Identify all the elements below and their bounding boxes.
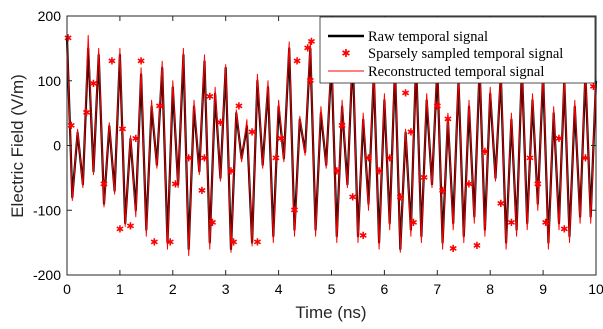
sample-point: ✱ bbox=[89, 79, 97, 90]
x-tick-label: 10 bbox=[588, 281, 603, 297]
x-tick-label: 2 bbox=[169, 281, 177, 297]
sample-point: ✱ bbox=[208, 218, 216, 229]
x-tick-label: 6 bbox=[381, 281, 389, 297]
x-tick-label: 9 bbox=[539, 281, 547, 297]
sample-point: ✱ bbox=[216, 118, 224, 129]
sample-point: ✱ bbox=[307, 37, 315, 48]
sample-point: ✱ bbox=[171, 179, 179, 190]
sample-point: ✱ bbox=[306, 76, 314, 87]
sample-point: ✱ bbox=[409, 218, 417, 229]
sample-point: ✱ bbox=[338, 121, 346, 132]
y-axis-title: Electric Field (V/m) bbox=[8, 74, 27, 218]
sample-point: ✱ bbox=[420, 173, 428, 184]
y-tick-label: -200 bbox=[33, 267, 61, 283]
sample-point: ✱ bbox=[473, 241, 481, 252]
sample-point: ✱ bbox=[118, 124, 126, 135]
sample-point: ✱ bbox=[304, 43, 312, 54]
sample-point: ✱ bbox=[116, 225, 124, 236]
sample-point: ✱ bbox=[333, 166, 341, 177]
sample-point: ✱ bbox=[349, 192, 357, 203]
sample-point: ✱ bbox=[375, 166, 383, 177]
legend-label-reconstructed: Reconstructed temporal signal bbox=[368, 64, 544, 80]
x-tick-label: 8 bbox=[486, 281, 494, 297]
sample-point: ✱ bbox=[542, 218, 550, 229]
sample-point: ✱ bbox=[82, 108, 90, 119]
sample-point: ✱ bbox=[100, 179, 108, 190]
sample-point: ✱ bbox=[534, 179, 542, 190]
sample-point: ✱ bbox=[497, 199, 505, 210]
sample-point: ✱ bbox=[589, 82, 597, 93]
sample-point: ✱ bbox=[155, 102, 163, 113]
sample-point: ✱ bbox=[290, 205, 298, 216]
y-tick-label: 0 bbox=[53, 138, 61, 154]
sample-point: ✱ bbox=[560, 225, 568, 236]
y-tick-labels: 200 100 0 -100 -200 bbox=[33, 8, 61, 283]
sample-point: ✱ bbox=[581, 154, 589, 165]
sample-point: ✱ bbox=[137, 56, 145, 67]
sample-point: ✱ bbox=[108, 56, 116, 67]
sample-point: ✱ bbox=[438, 186, 446, 197]
sample-point: ✱ bbox=[433, 102, 441, 113]
sample-point: ✱ bbox=[386, 154, 394, 165]
sample-point: ✱ bbox=[277, 134, 285, 145]
x-tick-label: 7 bbox=[433, 281, 441, 297]
sample-point: ✱ bbox=[67, 121, 75, 132]
sample-point: ✱ bbox=[481, 147, 489, 158]
sample-point: ✱ bbox=[401, 89, 409, 100]
sample-point: ✱ bbox=[200, 154, 208, 165]
sample-point: ✱ bbox=[507, 218, 515, 229]
sample-point: ✱ bbox=[526, 154, 534, 165]
sample-point: ✱ bbox=[465, 179, 473, 190]
sample-point: ✱ bbox=[64, 34, 72, 45]
legend-swatch-sampled: ✱ bbox=[341, 47, 350, 60]
sample-point: ✱ bbox=[253, 238, 261, 249]
x-axis-title: Time (ns) bbox=[295, 303, 366, 322]
x-tick-label: 1 bbox=[116, 281, 124, 297]
sample-point: ✱ bbox=[150, 238, 158, 249]
sample-point: ✱ bbox=[407, 128, 415, 139]
sample-point: ✱ bbox=[293, 56, 301, 67]
sample-point: ✱ bbox=[227, 166, 235, 177]
x-tick-label: 4 bbox=[275, 281, 283, 297]
sample-point: ✱ bbox=[126, 221, 134, 232]
sample-point: ✱ bbox=[235, 102, 243, 113]
sample-point: ✱ bbox=[449, 244, 457, 255]
x-tick-label: 5 bbox=[328, 281, 336, 297]
y-tick-label: 100 bbox=[38, 73, 62, 89]
sample-point: ✱ bbox=[555, 134, 563, 145]
sample-point: ✱ bbox=[132, 134, 140, 145]
x-tick-labels: 0 1 2 3 4 5 6 7 8 9 10 bbox=[63, 281, 603, 297]
sample-point: ✱ bbox=[272, 154, 280, 165]
y-tick-label: 200 bbox=[38, 8, 62, 24]
sample-point: ✱ bbox=[396, 192, 404, 203]
sample-point: ✱ bbox=[359, 231, 367, 242]
legend: Raw temporal signal ✱ Sparsely sampled t… bbox=[319, 16, 596, 84]
x-tick-label: 0 bbox=[63, 281, 71, 297]
sample-point: ✱ bbox=[166, 238, 174, 249]
sample-point: ✱ bbox=[198, 186, 206, 197]
sample-point: ✱ bbox=[248, 128, 256, 139]
y-tick-label: -100 bbox=[33, 202, 61, 218]
legend-label-raw: Raw temporal signal bbox=[368, 29, 488, 45]
sample-point: ✱ bbox=[229, 238, 237, 249]
legend-box bbox=[319, 16, 596, 84]
sample-point: ✱ bbox=[444, 115, 452, 126]
sample-point: ✱ bbox=[206, 92, 214, 103]
legend-label-sampled: Sparsely sampled temporal signal bbox=[368, 46, 563, 62]
sample-point: ✱ bbox=[364, 154, 372, 165]
x-tick-label: 3 bbox=[222, 281, 230, 297]
sample-point: ✱ bbox=[185, 154, 193, 165]
